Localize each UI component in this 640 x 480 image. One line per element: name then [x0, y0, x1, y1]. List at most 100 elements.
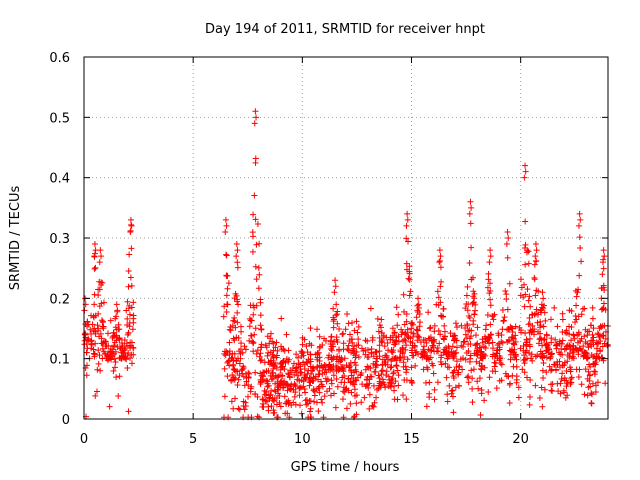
data-point: [121, 352, 128, 359]
data-point: [257, 357, 264, 364]
data-point: [111, 332, 118, 339]
data-point: [381, 343, 388, 350]
data-point: [310, 387, 317, 394]
data-point: [102, 338, 109, 345]
data-point: [229, 376, 236, 383]
data-point: [573, 316, 580, 323]
data-point: [127, 274, 134, 281]
data-point: [577, 244, 584, 251]
data-point: [523, 341, 530, 348]
data-point: [285, 347, 292, 354]
data-point: [413, 314, 420, 321]
data-point: [498, 361, 505, 368]
data-point: [602, 380, 609, 387]
data-point: [300, 359, 307, 366]
data-point: [385, 383, 392, 390]
data-point: [460, 355, 467, 362]
data-point: [288, 385, 295, 392]
data-point: [334, 311, 341, 318]
data-point: [124, 315, 131, 322]
data-point: [339, 331, 346, 338]
data-point: [453, 337, 460, 344]
data-point: [510, 363, 517, 370]
data-point: [246, 323, 253, 330]
data-point: [335, 358, 342, 365]
data-point: [269, 338, 276, 345]
data-point: [414, 337, 421, 344]
data-point: [227, 323, 234, 330]
data-point: [523, 249, 530, 256]
data-point: [417, 339, 424, 346]
data-point: [446, 364, 453, 371]
data-point: [302, 389, 309, 396]
data-point: [466, 327, 473, 334]
data-point: [403, 331, 410, 338]
data-point: [540, 337, 547, 344]
data-point: [316, 367, 323, 374]
data-point: [522, 349, 529, 356]
data-point: [266, 361, 273, 368]
data-point: [588, 399, 595, 406]
data-point: [371, 368, 378, 375]
data-point: [543, 341, 550, 348]
data-point: [492, 360, 499, 367]
data-point: [313, 385, 320, 392]
data-point: [318, 378, 325, 385]
data-point: [570, 355, 577, 362]
data-point: [311, 392, 318, 399]
data-point: [494, 350, 501, 357]
data-point: [252, 155, 259, 162]
data-point: [415, 295, 422, 302]
data-point: [461, 338, 468, 345]
data-point: [250, 340, 257, 347]
data-point: [105, 342, 112, 349]
data-point: [248, 383, 255, 390]
data-point: [255, 264, 262, 271]
data-point: [561, 346, 568, 353]
data-point: [355, 354, 362, 361]
data-point: [301, 336, 308, 343]
data-point: [95, 347, 102, 354]
data-point: [378, 316, 385, 323]
data-point: [552, 342, 559, 349]
data-point: [121, 346, 128, 353]
data-point: [130, 312, 137, 319]
data-point: [486, 290, 493, 297]
data-point: [391, 396, 398, 403]
data-point: [355, 342, 362, 349]
data-point: [420, 343, 427, 350]
data-point: [234, 296, 241, 303]
data-point: [250, 311, 257, 318]
data-point: [589, 380, 596, 387]
data-point: [304, 349, 311, 356]
data-point: [481, 364, 488, 371]
data-point: [91, 253, 98, 260]
data-point: [525, 248, 532, 255]
data-point: [84, 362, 91, 369]
data-point: [474, 378, 481, 385]
data-point: [234, 247, 241, 254]
data-point: [390, 370, 397, 377]
data-point: [277, 372, 284, 379]
data-point: [464, 283, 471, 290]
data-point: [500, 317, 507, 324]
data-point: [333, 301, 340, 308]
data-point: [436, 247, 443, 254]
y-axis-label: SRMTID / TECUs: [8, 186, 23, 291]
data-point: [278, 315, 285, 322]
data-point: [444, 398, 451, 405]
data-point: [330, 318, 337, 325]
data-point: [521, 352, 528, 359]
data-point: [515, 394, 522, 401]
data-point: [339, 374, 346, 381]
data-point: [588, 343, 595, 350]
data-point: [401, 377, 408, 384]
data-point: [348, 389, 355, 396]
data-point: [399, 392, 406, 399]
data-point: [374, 315, 381, 322]
data-point: [328, 333, 335, 340]
data-point: [285, 371, 292, 378]
data-point: [523, 337, 530, 344]
data-point: [379, 356, 386, 363]
data-point: [269, 395, 276, 402]
